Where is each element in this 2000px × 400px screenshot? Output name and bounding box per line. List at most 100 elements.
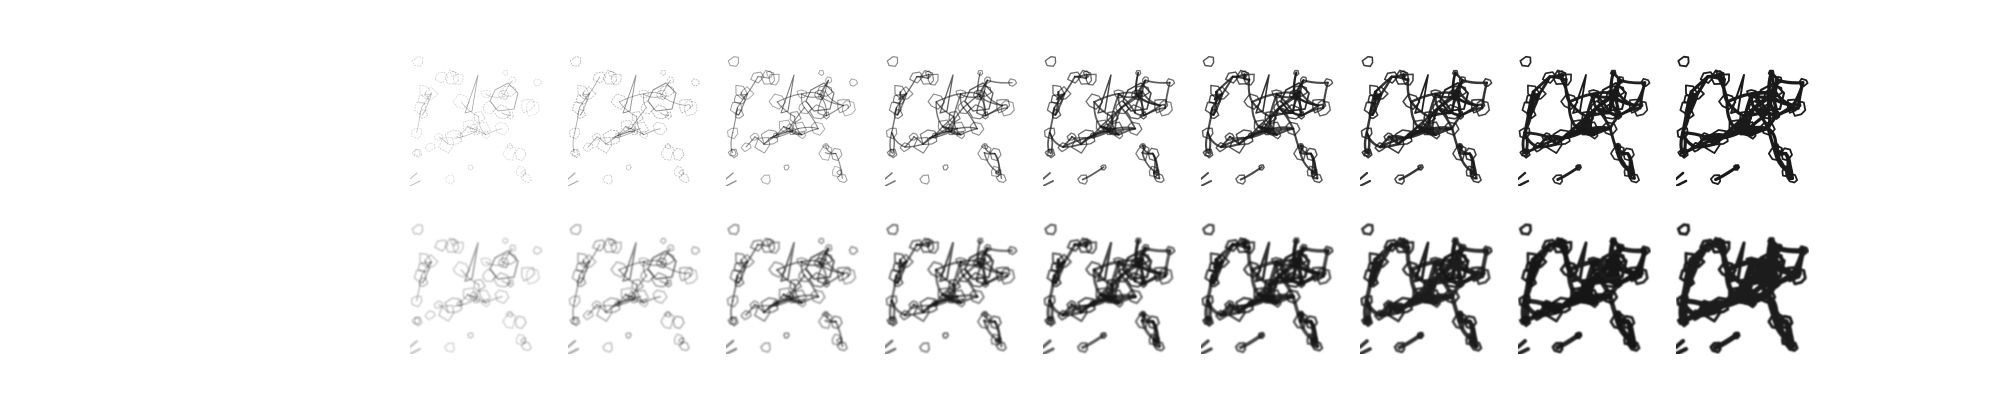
cell-outline	[575, 261, 588, 273]
cell-outline	[749, 300, 760, 309]
wedge-structure	[780, 74, 795, 114]
cell-outline	[1008, 78, 1018, 87]
membrane-link	[941, 115, 955, 128]
cell-outline	[969, 121, 985, 136]
membrane-link	[460, 269, 480, 286]
membrane-link	[1086, 130, 1111, 139]
cell-outline	[501, 85, 517, 97]
membrane-link	[1427, 111, 1454, 118]
membrane-link	[959, 93, 981, 98]
membrane-link	[485, 261, 506, 266]
membrane-link	[819, 94, 822, 98]
membrane-link	[800, 93, 805, 109]
membrane-link	[1480, 81, 1489, 110]
cell-outline	[411, 223, 424, 236]
cell-outline	[1676, 223, 1691, 236]
cell-outline	[521, 266, 536, 282]
wedge-structure	[1730, 74, 1745, 114]
membrane-link	[898, 93, 908, 101]
membrane-link	[1092, 268, 1114, 287]
membrane-link	[941, 283, 955, 296]
cell-outline	[1141, 243, 1150, 253]
image-tile	[1201, 221, 1334, 354]
membrane-link	[960, 127, 978, 136]
membrane-link	[763, 137, 771, 145]
cell-outline	[596, 137, 613, 154]
cell-outline	[414, 148, 423, 159]
cell-outline	[818, 144, 833, 161]
membrane-link	[625, 126, 645, 136]
cell-outline	[1224, 238, 1241, 253]
cell-outline	[417, 94, 430, 105]
cell-outline	[822, 111, 830, 120]
membrane-link	[1468, 152, 1476, 174]
wedge-structure	[1255, 74, 1270, 114]
image-tile	[1201, 53, 1334, 186]
membrane-link	[684, 104, 691, 109]
cell-outline	[908, 300, 920, 310]
membrane-link	[1523, 131, 1549, 139]
membrane-link	[1299, 151, 1316, 174]
image-tile	[885, 53, 1018, 186]
cell-outline	[1066, 238, 1083, 253]
cell-outline	[663, 310, 672, 318]
membrane-link	[934, 268, 955, 286]
membrane-link	[1401, 240, 1411, 250]
central-polygon	[1121, 249, 1153, 281]
cell-outline	[678, 337, 685, 344]
cell-outline	[1224, 71, 1240, 84]
cell-outline	[640, 100, 655, 115]
membrane-link	[1055, 260, 1066, 269]
image-tile	[1043, 53, 1176, 186]
membrane-link	[1267, 282, 1279, 305]
cell-outline	[809, 104, 827, 120]
cell-outline	[433, 132, 444, 141]
membrane-link	[1110, 106, 1123, 118]
cell-outline	[824, 243, 833, 253]
membrane-link	[1559, 72, 1568, 82]
cell-outline	[1044, 56, 1057, 67]
central-polygon	[1438, 249, 1470, 281]
cell-outline	[444, 297, 463, 314]
cell-outline	[411, 127, 423, 140]
membrane-link	[1592, 127, 1612, 137]
cell-outline	[1271, 89, 1283, 99]
membrane-link	[625, 126, 632, 129]
membrane-link	[1257, 115, 1271, 128]
cell-outline	[452, 93, 470, 110]
corner-fragment	[568, 339, 580, 354]
cell-outline	[727, 56, 740, 67]
cell-outline	[750, 71, 765, 84]
cell-outline	[919, 174, 930, 185]
membrane-link	[1365, 131, 1382, 149]
central-polygon	[1754, 249, 1786, 281]
membrane-link	[1047, 131, 1051, 154]
membrane-link	[578, 260, 591, 277]
corner-fragment	[1518, 171, 1530, 186]
membrane-link	[769, 127, 790, 139]
cell-outline	[1234, 341, 1247, 354]
membrane-link	[453, 298, 478, 307]
membrane-link	[820, 79, 829, 98]
corner-fragment	[1043, 339, 1055, 354]
cell-outline	[1125, 104, 1145, 120]
membrane-link	[1062, 135, 1073, 148]
membrane-link	[588, 76, 601, 95]
tile-canvas	[1676, 223, 1809, 354]
cell-outline	[620, 119, 634, 134]
membrane-link	[1205, 274, 1215, 303]
cell-outline	[825, 76, 833, 84]
membrane-link	[731, 274, 739, 302]
cell-outline	[433, 239, 449, 252]
cell-outline	[568, 295, 581, 308]
membrane-link	[824, 152, 837, 155]
membrane-link	[453, 131, 477, 139]
cell-outline	[783, 164, 790, 171]
cell-outline	[730, 148, 739, 159]
membrane-link	[1221, 75, 1234, 95]
membrane-link	[1743, 111, 1770, 119]
cell-outline	[984, 76, 992, 84]
cell-outline	[444, 342, 455, 353]
cell-outline	[500, 252, 517, 265]
membrane-link	[643, 93, 647, 109]
